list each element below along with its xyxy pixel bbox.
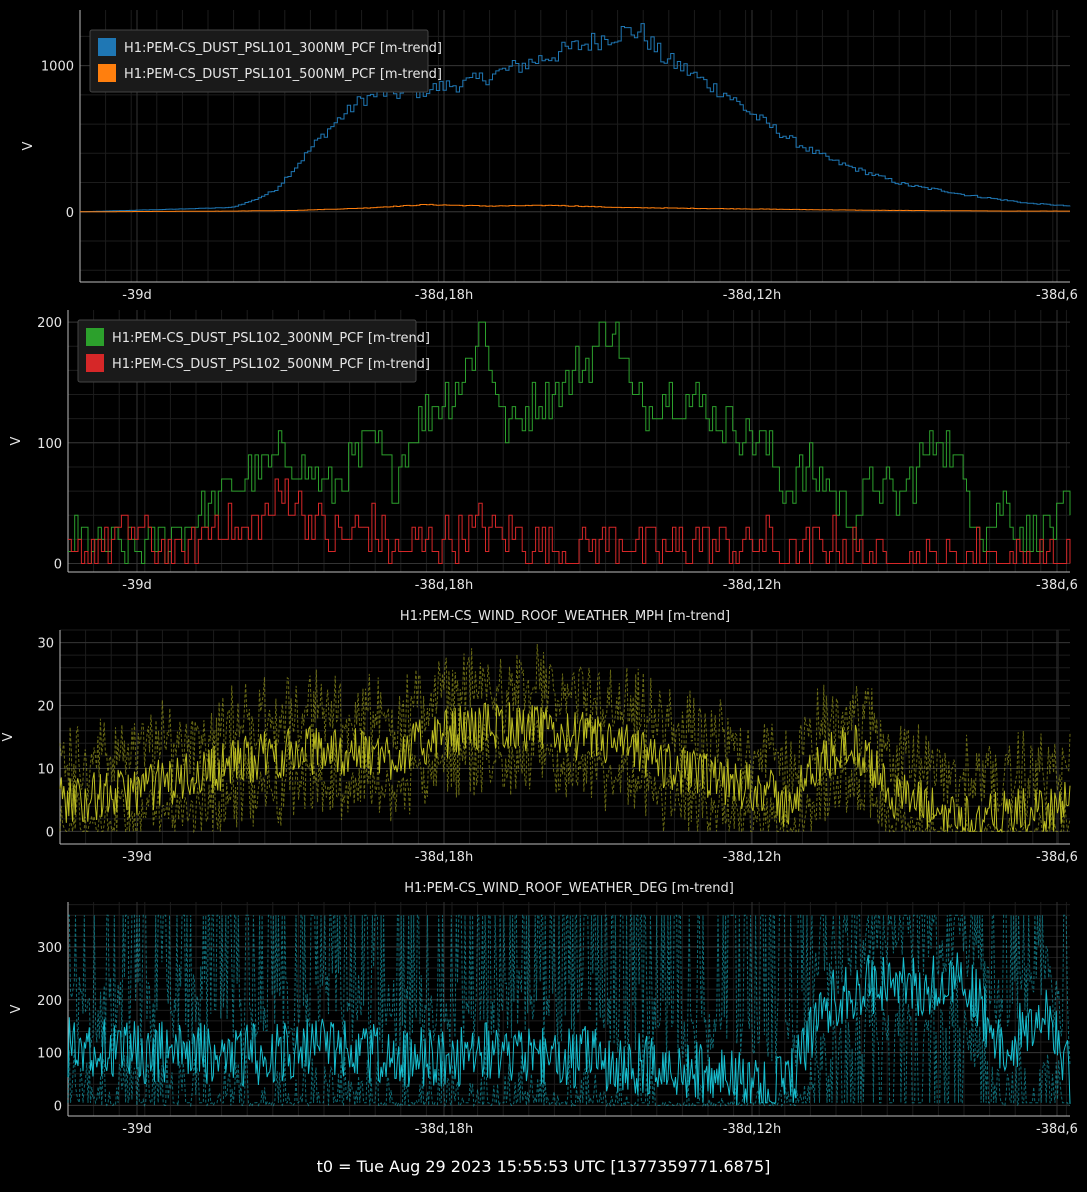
y-tick-label: 20 (37, 700, 54, 715)
y-axis-label: V (9, 436, 24, 445)
series-max-line (59, 643, 1071, 818)
series-min-line (59, 719, 1071, 834)
x-tick-label: -38d,12h (723, 578, 781, 593)
series-1 (80, 23, 1071, 213)
legend-label: H1:PEM-CS_DUST_PSL101_500NM_PCF [m-trend… (124, 67, 442, 82)
y-tick-label: 30 (37, 637, 54, 652)
y-tick-label: 0 (46, 825, 54, 840)
series-1 (67, 914, 1071, 1108)
x-tick-label: -38d,6 (1036, 850, 1078, 865)
series-line (80, 23, 1071, 213)
x-tick-label: -38d,12h (723, 1122, 781, 1137)
series-1 (59, 643, 1071, 834)
series-2 (80, 203, 1070, 213)
series-2 (68, 478, 1071, 564)
panel-1: 0 1000 -39d -38d,18h -38d,12h -38d,6 V H1:PEM-C… (21, 10, 1078, 303)
y-tick-label: 300 (37, 941, 62, 956)
x-tick-label: -38d,6 (1036, 288, 1078, 303)
y-tick-label: 100 (37, 437, 62, 452)
x-tick-label: -38d,18h (415, 288, 473, 303)
legend: H1:PEM-CS_DUST_PSL101_300NM_PCF [m-trend… (89, 29, 442, 93)
x-tick-label: -39d (122, 850, 152, 865)
x-tick-label: -38d,18h (415, 1122, 473, 1137)
x-tick-label: -38d,18h (415, 850, 473, 865)
y-axis-label: V (21, 141, 36, 150)
legend-box (89, 29, 429, 93)
panel-3: 0 10 20 30 -39d -38d,18h -38d,12h -38d,6 V H1:PEM… (1, 609, 1078, 865)
legend-swatch (86, 328, 104, 346)
legend-label: H1:PEM-CS_DUST_PSL102_300NM_PCF [m-trend… (112, 331, 430, 346)
series-1 (68, 321, 1071, 564)
x-tick-label: -39d (122, 288, 152, 303)
grid (59, 629, 1070, 845)
y-tick-label: 100 (37, 1047, 62, 1062)
legend-label: H1:PEM-CS_DUST_PSL101_300NM_PCF [m-trend… (124, 41, 442, 56)
t0-footer: t0 = Tue Aug 29 2023 15:55:53 UTC [13773… (316, 1157, 771, 1176)
y-tick-label: 0 (54, 558, 62, 573)
series-max-line (68, 914, 1071, 1074)
panel-title: H1:PEM-CS_WIND_ROOF_WEATHER_MPH [m-trend… (400, 609, 730, 624)
panel-4: 0 100 200 300 -39d -38d,18h -38d,12h -38d,6 V H1:… (9, 881, 1078, 1137)
y-tick-label: 10 (37, 762, 54, 777)
panel-2: 0 100 200 -39d -38d,18h -38d,12h -38d,6 V H1:PEM… (9, 310, 1078, 593)
y-tick-label: 0 (54, 1099, 62, 1114)
y-tick-label: 200 (37, 316, 62, 331)
series-mean-line (67, 952, 1071, 1106)
x-tick-label: -38d,12h (723, 850, 781, 865)
x-tick-label: -38d,18h (415, 578, 473, 593)
legend-swatch (98, 64, 116, 82)
legend-swatch (86, 354, 104, 372)
series-line (68, 321, 1071, 564)
y-tick-label: 0 (66, 206, 74, 221)
legend: H1:PEM-CS_DUST_PSL102_300NM_PCF [m-trend… (77, 319, 430, 383)
series-mean-line (59, 702, 1071, 833)
y-axis-label: V (9, 1004, 24, 1013)
x-tick-label: -39d (122, 1122, 152, 1137)
series-line (80, 203, 1070, 213)
x-tick-label: -38d,6 (1036, 1122, 1078, 1137)
y-tick-label: 200 (37, 994, 62, 1009)
x-tick-label: -38d,6 (1036, 578, 1078, 593)
panel-title: H1:PEM-CS_WIND_ROOF_WEATHER_DEG [m-trend… (404, 881, 734, 896)
legend-swatch (98, 38, 116, 56)
legend-label: H1:PEM-CS_DUST_PSL102_500NM_PCF [m-trend… (112, 357, 430, 372)
series-line (68, 478, 1071, 564)
y-axis-label: V (1, 732, 16, 741)
x-tick-label: -38d,12h (723, 288, 781, 303)
legend-box (77, 319, 417, 383)
y-tick-label: 1000 (41, 60, 74, 75)
x-tick-label: -39d (122, 578, 152, 593)
